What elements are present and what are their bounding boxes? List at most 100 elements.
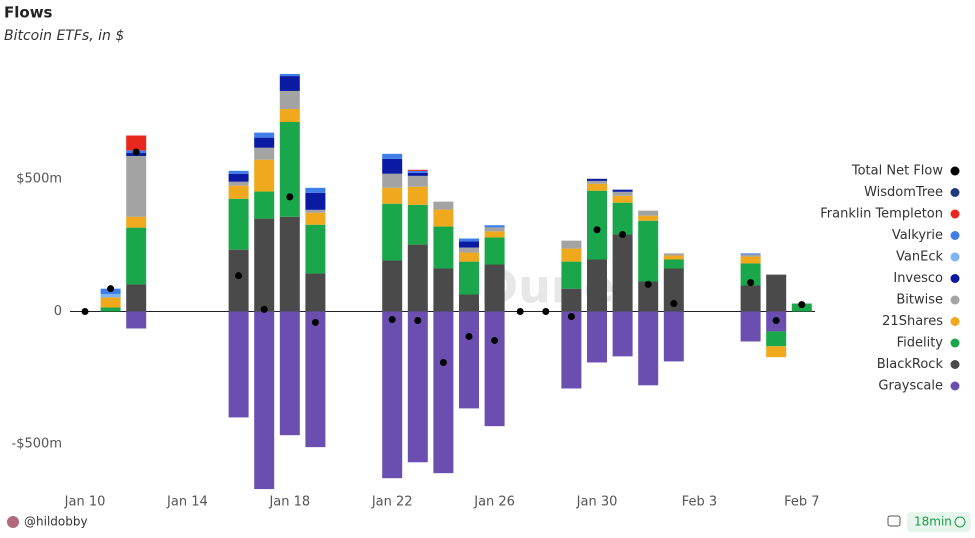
total-dot xyxy=(491,336,499,344)
legend-swatch xyxy=(950,360,960,369)
bar-segment xyxy=(587,180,607,184)
legend-swatch xyxy=(950,188,960,197)
legend-label: Valkyrie xyxy=(892,228,943,243)
bar-segment xyxy=(663,255,684,260)
bar-segment xyxy=(638,215,659,221)
bar-segment xyxy=(638,281,659,312)
bar-segment xyxy=(484,231,505,238)
chart-subtitle: Bitcoin ETFs, in $ xyxy=(4,28,124,44)
total-dot xyxy=(516,308,524,316)
camera-icon[interactable] xyxy=(887,515,901,527)
bar-segment xyxy=(228,181,249,186)
bar-segment xyxy=(305,273,326,312)
check-icon xyxy=(954,516,966,528)
author[interactable]: @hildobby xyxy=(24,515,88,529)
x-tick-label: Jan 10 xyxy=(64,495,106,510)
legend-swatch xyxy=(950,166,960,176)
bar-segment xyxy=(254,159,275,192)
total-dot xyxy=(311,318,319,326)
total-dot xyxy=(107,285,115,293)
y-tick-label: $500m xyxy=(16,171,62,186)
bar-segment xyxy=(279,216,300,312)
bar-segment xyxy=(740,253,761,255)
legend-swatch xyxy=(950,274,960,283)
y-tick-label: 0 xyxy=(54,304,62,319)
bar-segment xyxy=(228,198,249,250)
bar-segment xyxy=(407,311,428,463)
bar-segment xyxy=(382,311,403,479)
bar-segment xyxy=(407,186,428,205)
bar-segment xyxy=(254,132,275,138)
bar-segment xyxy=(587,183,607,191)
bar-segment xyxy=(382,173,403,188)
bar-segment xyxy=(663,259,684,269)
bar-segment xyxy=(100,293,121,298)
x-tick-label: Feb 7 xyxy=(784,495,819,510)
bar-segment xyxy=(305,224,326,274)
bar-segment xyxy=(407,172,428,176)
bar-segment xyxy=(612,311,633,357)
chart-title: Flows xyxy=(4,4,53,22)
bar-segment xyxy=(459,247,479,253)
bar-segment xyxy=(612,202,633,235)
bar-segment xyxy=(382,203,403,261)
total-dot xyxy=(798,301,806,309)
bar-segment xyxy=(587,259,607,312)
total-dot xyxy=(414,317,422,325)
bar-segment xyxy=(561,311,582,389)
x-tick-label: Jan 26 xyxy=(473,495,515,510)
bar-segment xyxy=(740,285,761,312)
total-dot xyxy=(388,315,396,323)
bar-segment xyxy=(279,73,300,77)
bar-segment xyxy=(407,170,428,173)
legend-label: Bitwise xyxy=(896,293,943,308)
bar-segment xyxy=(612,189,633,192)
bar-segment xyxy=(587,190,607,260)
legend-swatch xyxy=(950,252,960,262)
bar-segment xyxy=(587,178,607,181)
bar-segment xyxy=(740,254,761,257)
legend-swatch xyxy=(950,209,960,219)
bar-segment xyxy=(305,212,326,225)
bar-segment xyxy=(126,284,147,312)
bar-segment xyxy=(433,311,454,474)
bar-segment xyxy=(254,218,275,312)
bar-segment xyxy=(279,90,300,109)
bar-segment xyxy=(484,264,505,312)
bar-segment xyxy=(433,201,454,210)
total-dot xyxy=(670,300,678,308)
bar-segment xyxy=(228,249,249,312)
bar-segment xyxy=(459,238,479,242)
bar-segment xyxy=(382,158,403,174)
age: 18min xyxy=(914,515,952,529)
legend-label: WisdomTree xyxy=(864,185,943,200)
bar-segment xyxy=(433,268,454,312)
legend-label: 21Shares xyxy=(882,314,943,329)
total-dot xyxy=(235,272,243,280)
bar-segment xyxy=(612,234,633,312)
bar-segment xyxy=(382,153,403,159)
bar-segment xyxy=(766,274,787,312)
bar-segment xyxy=(407,169,428,171)
legend-label: Grayscale xyxy=(878,379,943,394)
bar-segment xyxy=(305,209,326,213)
total-dot xyxy=(567,313,575,321)
bar-segment xyxy=(382,187,403,204)
bar-segment xyxy=(407,204,428,245)
bar-segment xyxy=(254,311,275,490)
bar-segment xyxy=(561,248,582,262)
y-tick-label: -$500m xyxy=(12,437,62,452)
bar-segment xyxy=(766,346,787,358)
bar-segment xyxy=(484,225,505,228)
bar-segment xyxy=(740,263,761,286)
bar-segment xyxy=(484,311,505,427)
legend-label: Franklin Templeton xyxy=(820,207,943,222)
legend-swatch xyxy=(950,338,960,348)
bar-segment xyxy=(740,311,761,342)
x-tick-label: Jan 14 xyxy=(166,495,208,510)
bar-segment xyxy=(126,227,147,285)
bar-segment xyxy=(228,311,249,418)
legend-label: BlackRock xyxy=(877,357,944,372)
bar-segment xyxy=(228,185,249,199)
